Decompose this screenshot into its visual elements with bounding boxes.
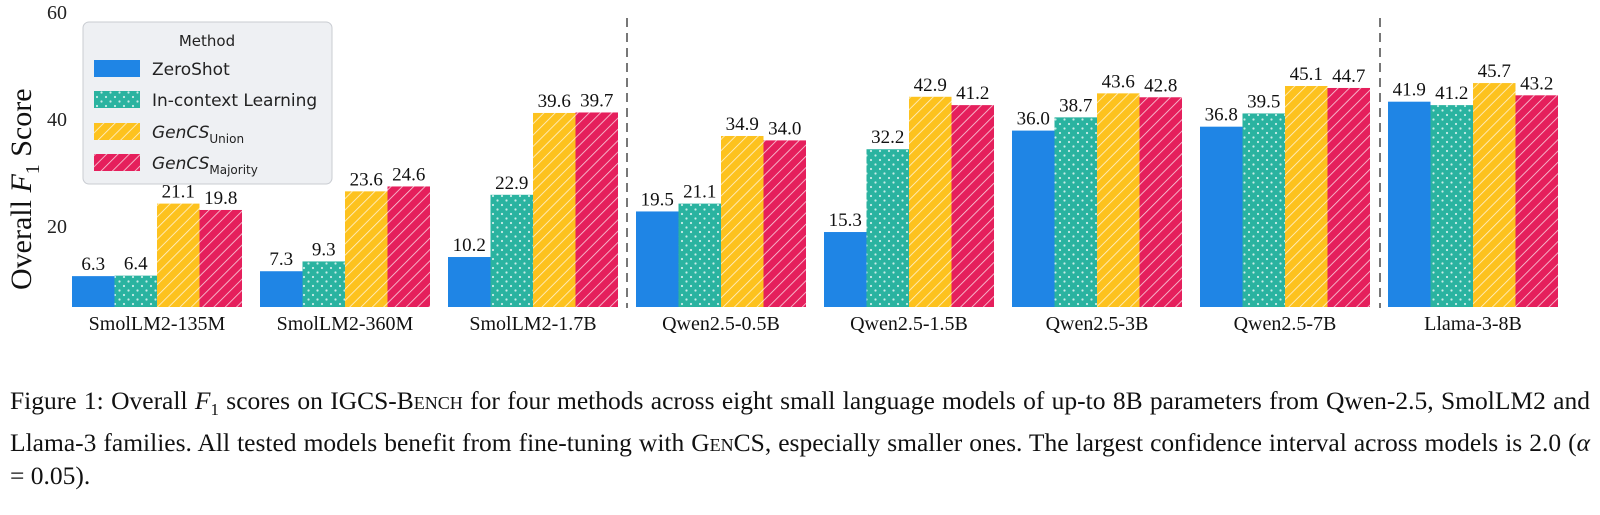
value-label-gencs-union-qwen2.5-1.5b: 42.9 [914,75,947,96]
bar-pattern-gencs-union-smollm2-1.7b [533,112,576,308]
bar-zeroshot-smollm2-1.7b [448,257,491,307]
bar-pattern-icl-qwen2.5-1.5b [866,149,909,307]
value-label-gencs-majority-qwen2.5-7b: 44.7 [1332,66,1365,87]
bar-pattern-gencs-union-smollm2-135m [157,203,200,307]
bar-zeroshot-smollm2-360m [260,271,303,307]
value-label-icl-llama-3-8b: 41.2 [1435,83,1468,104]
bar-pattern-icl-smollm2-135m [114,275,157,307]
legend-label-zeroshot: ZeroShot [152,60,230,80]
bar-chart: Overall F1 Score 20 40 60 6.3 6.4 21.1 19.8… [5,2,1558,335]
value-label-icl-qwen2.5-7b: 39.5 [1247,91,1280,112]
value-label-gencs-union-smollm2-360m: 23.6 [350,169,383,190]
value-label-zeroshot-smollm2-360m: 7.3 [269,249,293,270]
bar-pattern-gencs-union-qwen2.5-1.5b [909,96,952,307]
bars-layer [72,83,1558,308]
category-label-qwen2.5-0.5b: Qwen2.5-0.5B [662,313,780,335]
value-label-gencs-union-smollm2-1.7b: 39.6 [538,91,571,112]
bar-pattern-gencs-union-smollm2-360m [345,191,388,307]
y-tick-60: 60 [47,2,67,24]
category-label-qwen2.5-3b: Qwen2.5-3B [1046,313,1149,335]
value-label-zeroshot-qwen2.5-3b: 36.0 [1017,109,1050,130]
bar-zeroshot-smollm2-135m [72,276,115,307]
bar-pattern-icl-smollm2-360m [302,261,345,307]
value-label-zeroshot-qwen2.5-0.5b: 19.5 [641,189,674,210]
value-label-gencs-majority-llama-3-8b: 43.2 [1520,73,1553,94]
figure-caption: Figure 1: Overall F1 scores on IGCS-Benc… [10,386,1591,491]
bar-pattern-icl-llama-3-8b [1430,105,1473,308]
y-axis-label: Overall F1 Score [5,88,44,290]
y-ticks: 20 40 60 [47,2,67,238]
legend-box [82,21,333,185]
category-label-qwen2.5-7b: Qwen2.5-7B [1234,313,1337,335]
value-label-zeroshot-qwen2.5-1.5b: 15.3 [829,210,862,231]
bar-pattern-gencs-majority-smollm2-360m [387,186,430,307]
bar-pattern-gencs-majority-smollm2-135m [199,209,242,307]
value-label-zeroshot-qwen2.5-7b: 36.8 [1205,105,1238,126]
bar-pattern-icl-qwen2.5-3b [1054,117,1097,308]
value-label-icl-qwen2.5-0.5b: 21.1 [683,182,716,203]
bar-pattern-gencs-majority-smollm2-1.7b [575,112,618,307]
value-label-gencs-majority-smollm2-1.7b: 39.7 [580,90,613,111]
value-label-icl-qwen2.5-1.5b: 32.2 [871,127,904,148]
bar-pattern-gencs-majority-qwen2.5-7b [1327,87,1370,307]
bar-pattern-icl-smollm2-1.7b [490,194,533,307]
value-label-gencs-majority-qwen2.5-3b: 42.8 [1144,75,1177,96]
value-label-gencs-union-qwen2.5-3b: 43.6 [1102,71,1135,92]
legend-swatch-gencs-majority-pattern [94,154,140,171]
bar-zeroshot-qwen2.5-7b [1200,126,1243,308]
value-label-gencs-union-qwen2.5-0.5b: 34.9 [726,114,759,135]
bar-pattern-icl-qwen2.5-0.5b [678,203,721,307]
value-label-gencs-union-llama-3-8b: 45.7 [1478,61,1511,82]
y-tick-20: 20 [47,216,67,238]
category-labels-layer: SmolLM2-135M SmolLM2-360M SmolLM2-1.7B Qwen… [89,313,1522,335]
bar-pattern-gencs-majority-qwen2.5-1.5b [951,105,994,308]
value-label-zeroshot-smollm2-135m: 6.3 [81,254,105,275]
legend-swatch-zeroshot [94,60,140,77]
bar-zeroshot-qwen2.5-0.5b [636,211,679,307]
legend-title: Method [179,32,235,50]
category-label-smollm2-360m: SmolLM2-360M [277,313,414,335]
value-label-zeroshot-smollm2-1.7b: 10.2 [453,235,486,256]
bar-zeroshot-llama-3-8b [1388,101,1431,307]
bar-pattern-gencs-union-qwen2.5-3b [1097,93,1140,307]
bar-pattern-gencs-majority-qwen2.5-0.5b [763,140,806,307]
bar-pattern-gencs-union-qwen2.5-7b [1285,86,1328,307]
value-label-gencs-majority-smollm2-360m: 24.6 [392,164,425,185]
bar-zeroshot-qwen2.5-3b [1012,130,1055,307]
value-label-icl-qwen2.5-3b: 38.7 [1059,95,1092,116]
category-label-llama-3-8b: Llama-3-8B [1424,313,1522,335]
value-label-icl-smollm2-135m: 6.4 [124,254,148,275]
legend-swatch-gencs-union-pattern [94,123,140,140]
legend-label-icl: In-context Learning [152,91,317,111]
value-label-gencs-union-qwen2.5-7b: 45.1 [1290,64,1323,85]
value-label-gencs-majority-qwen2.5-0.5b: 34.0 [768,118,801,139]
legend-label-gencs-majority: GenCSMajority [152,154,258,177]
category-label-smollm2-135m: SmolLM2-135M [89,313,226,335]
value-labels-layer: 6.3 6.4 21.1 19.8 7.3 9.3 23.6 24.6 10.2 22.9 39.6… [81,61,1553,275]
bar-pattern-icl-qwen2.5-7b [1242,113,1285,307]
bar-pattern-gencs-union-llama-3-8b [1473,83,1516,307]
value-label-icl-smollm2-360m: 9.3 [312,239,336,260]
value-label-zeroshot-llama-3-8b: 41.9 [1393,80,1426,101]
bar-pattern-gencs-union-qwen2.5-0.5b [721,135,764,307]
value-label-icl-smollm2-1.7b: 22.9 [495,173,528,194]
legend-label-gencs-union: GenCSUnion [152,123,244,146]
legend-swatch-icl-pattern [94,91,140,108]
category-label-qwen2.5-1.5b: Qwen2.5-1.5B [850,313,968,335]
value-label-gencs-majority-qwen2.5-1.5b: 41.2 [956,83,989,104]
bar-zeroshot-qwen2.5-1.5b [824,232,867,307]
value-label-gencs-majority-smollm2-135m: 19.8 [204,188,237,209]
bar-pattern-gencs-majority-qwen2.5-3b [1139,97,1182,307]
legend: Method ZeroShot In-context Learning GenC… [82,21,333,185]
category-label-smollm2-1.7b: SmolLM2-1.7B [469,313,596,335]
value-label-gencs-union-smollm2-135m: 21.1 [162,182,195,203]
bar-pattern-gencs-majority-llama-3-8b [1515,95,1558,307]
y-tick-40: 40 [47,109,67,131]
